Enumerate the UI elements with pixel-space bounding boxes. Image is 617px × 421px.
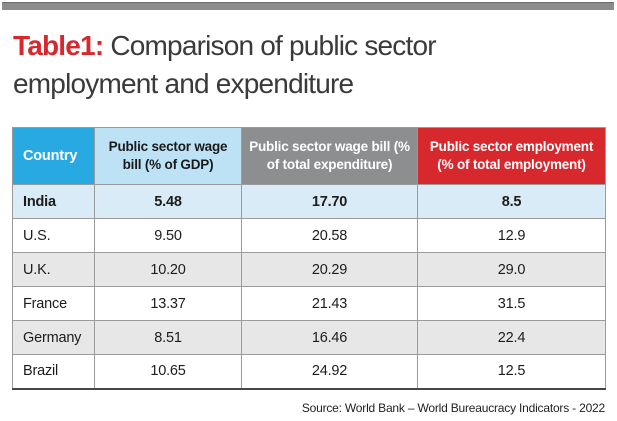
table-row-uk: U.K. 10.20 20.29 29.0 [12,252,606,287]
cell-wage-bill-expenditure: 17.70 [241,184,418,219]
top-divider-bar [2,2,614,10]
cell-employment: 12.9 [417,218,606,253]
cell-wage-bill-gdp: 9.50 [94,218,242,253]
page-title: Table1: Comparison of public sector empl… [13,27,518,103]
cell-country: India [12,184,95,219]
cell-country: France [12,286,95,321]
cell-wage-bill-gdp: 5.48 [94,184,242,219]
title-text: Comparison of public sector employment a… [13,30,437,99]
table-row-us: U.S. 9.50 20.58 12.9 [12,218,606,253]
cell-wage-bill-gdp: 10.20 [94,252,242,287]
table-row-brazil: Brazil 10.65 24.92 12.5 [12,354,606,389]
table-row-india: India 5.48 17.70 8.5 [12,184,606,219]
col-header-wage-bill-gdp: Public sector wage bill (% of GDP) [94,127,242,185]
cell-country: Germany [12,320,95,355]
cell-wage-bill-gdp: 8.51 [94,320,242,355]
cell-employment: 22.4 [417,320,606,355]
cell-wage-bill-expenditure: 16.46 [241,320,418,355]
col-header-wage-bill-expenditure: Public sector wage bill (% of total expe… [241,127,418,185]
table-row-france: France 13.37 21.43 31.5 [12,286,606,321]
cell-country: U.K. [12,252,95,287]
cell-wage-bill-expenditure: 20.58 [241,218,418,253]
cell-wage-bill-gdp: 13.37 [94,286,242,321]
table-row-germany: Germany 8.51 16.46 22.4 [12,320,606,355]
source-attribution: Source: World Bank – World Bureaucracy I… [301,401,605,415]
cell-wage-bill-expenditure: 20.29 [241,252,418,287]
col-header-country: Country [12,127,95,185]
cell-employment: 31.5 [417,286,606,321]
cell-employment: 8.5 [417,184,606,219]
header-row: Country Public sector wage bill (% of GD… [12,127,606,185]
title-prefix: Table1: [13,30,104,61]
cell-employment: 12.5 [417,354,606,389]
cell-wage-bill-expenditure: 21.43 [241,286,418,321]
col-header-employment: Public sector employment (% of total emp… [417,127,606,185]
cell-wage-bill-gdp: 10.65 [94,354,242,389]
comparison-table: Country Public sector wage bill (% of GD… [12,127,606,390]
cell-employment: 29.0 [417,252,606,287]
cell-country: Brazil [12,354,95,389]
cell-wage-bill-expenditure: 24.92 [241,354,418,389]
cell-country: U.S. [12,218,95,253]
